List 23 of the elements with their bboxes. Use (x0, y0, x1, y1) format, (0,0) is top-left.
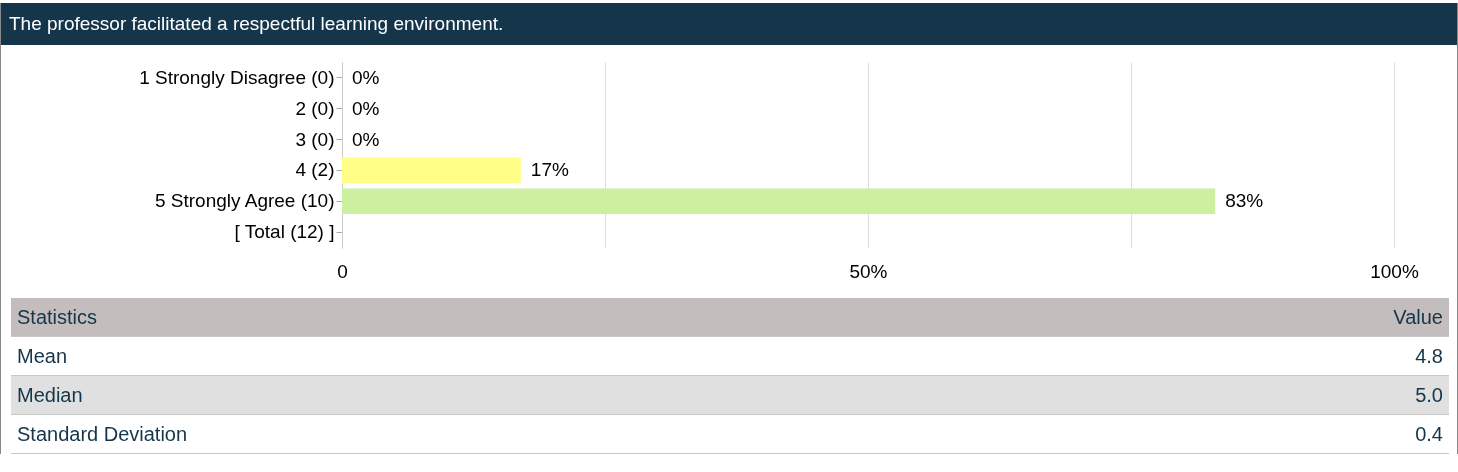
data-label: 0% (352, 97, 380, 119)
category-label: Mean (17, 344, 68, 369)
text: Statistics (17, 305, 98, 330)
category-label: Median (17, 383, 83, 408)
chart-title: The professor facilitated a respectful learning environment. (1, 3, 1457, 45)
y-tick-label: 3 (0) (295, 128, 335, 150)
text: 4.8 (1415, 345, 1443, 367)
data-label: 0% (352, 128, 380, 150)
y-tick-label: 1 Strongly Disagree (0) (139, 66, 335, 88)
y-tick-label: 4 (2) (295, 159, 335, 181)
y-tick-label: [ Total (12) ] (234, 221, 335, 243)
text: 5.0 (1415, 384, 1443, 406)
data-label: 83% (1225, 190, 1264, 212)
x-tick-label: 100% (1370, 260, 1419, 282)
x-tick-label: 0 (337, 260, 348, 282)
data-label: 0% (352, 66, 380, 88)
category-label: Standard Deviation (17, 422, 188, 447)
x-tick-label: 50% (849, 260, 888, 282)
text: 0.4 (1415, 423, 1443, 445)
text: Value (1393, 305, 1443, 330)
y-tick-label: 2 (0) (295, 97, 335, 119)
y-tick-label: 5 Strongly Agree (10) (154, 190, 335, 212)
data-label: 17% (530, 159, 569, 181)
